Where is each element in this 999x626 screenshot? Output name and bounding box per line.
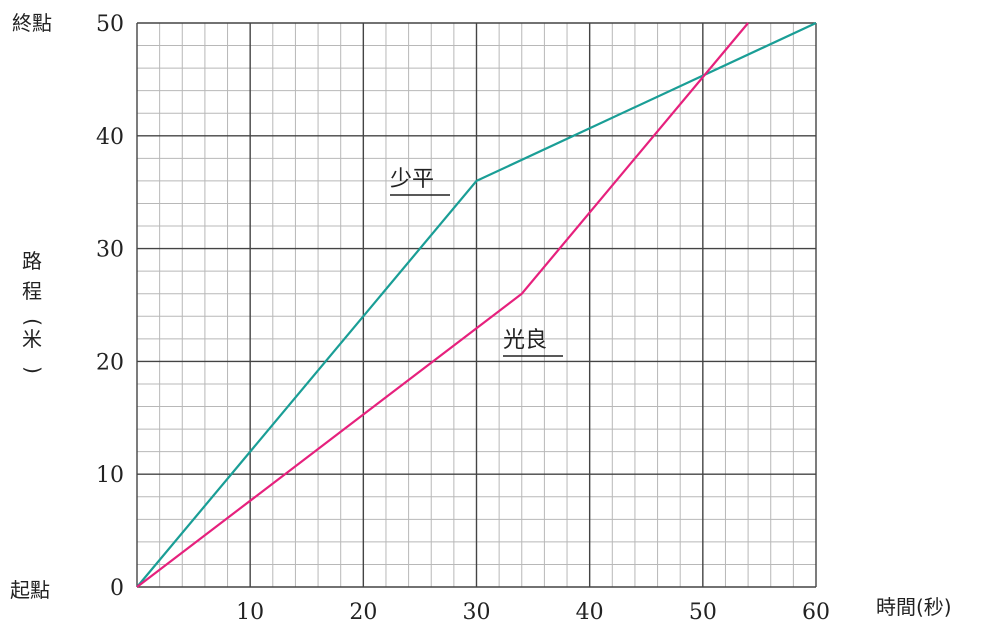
y-axis-label-char: ( [21, 318, 45, 326]
x-tick-label: 40 [576, 600, 604, 625]
series-label-guangliang: 光良 [503, 328, 563, 357]
y-axis-label-char: ) [21, 366, 45, 374]
tick-labels: 10 20 30 40 50 60 0 10 20 30 40 50 [96, 12, 830, 625]
y-tick-label: 50 [96, 12, 124, 37]
svg-text:光良: 光良 [503, 328, 547, 353]
series-lines [136, 22, 817, 588]
y-axis-label-char: 程 [22, 279, 42, 303]
y-tick-label: 0 [110, 576, 124, 601]
x-tick-label: 10 [236, 600, 264, 625]
x-tick-label: 50 [689, 600, 717, 625]
x-tick-label: 60 [802, 600, 830, 625]
svg-text:少平: 少平 [390, 167, 434, 192]
series-line-1 [136, 22, 749, 588]
y-axis-label: 路程 (米) [21, 249, 45, 374]
y-tick-label: 10 [96, 463, 124, 488]
series-label-shaoping: 少平 [390, 167, 450, 196]
y-top-label: 終點 [12, 11, 52, 35]
y-bottom-label: 起點 [10, 578, 50, 602]
y-tick-label: 30 [96, 238, 124, 263]
y-axis-label-char: 米 [22, 327, 42, 351]
x-axis-label: 時間(秒) [876, 595, 952, 619]
x-tick-label: 20 [349, 600, 377, 625]
x-tick-label: 30 [463, 600, 491, 625]
y-tick-label: 20 [96, 350, 124, 375]
y-axis-label-char: 路 [22, 249, 42, 273]
major-gridlines [136, 22, 817, 588]
y-tick-label: 40 [96, 125, 124, 150]
